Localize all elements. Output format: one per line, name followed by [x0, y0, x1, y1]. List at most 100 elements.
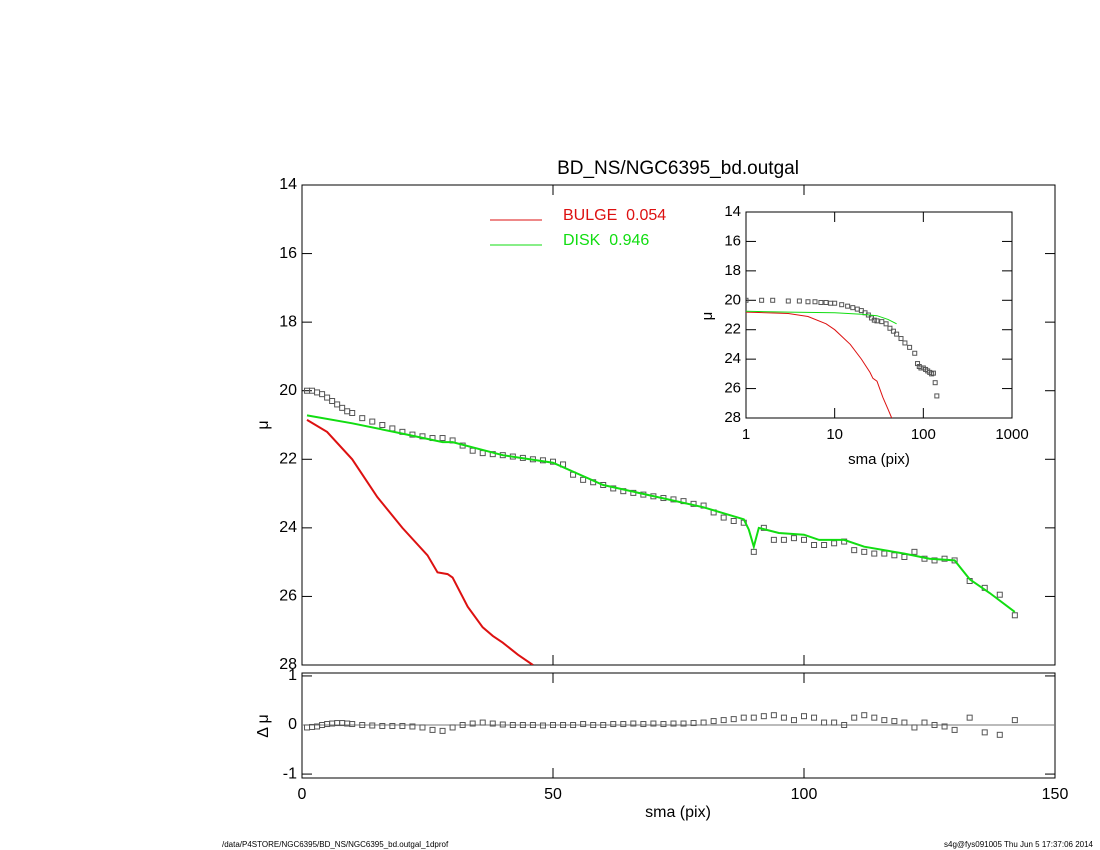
- data-point: [911, 724, 918, 731]
- data-point: [449, 724, 456, 731]
- data-point: [921, 719, 928, 726]
- plot-frame: [301, 184, 1056, 666]
- data-point: [796, 298, 802, 304]
- data-point: [389, 722, 396, 729]
- data-point: [379, 722, 386, 729]
- data-point: [529, 722, 536, 729]
- data-point: [879, 319, 885, 325]
- data-point: [580, 721, 587, 728]
- y-axis-label: μ: [255, 420, 272, 429]
- data-point: [359, 722, 366, 729]
- data-point: [901, 554, 908, 560]
- data-point: [861, 548, 868, 555]
- data-point: [479, 719, 486, 726]
- x-tick-label: 100: [911, 426, 936, 443]
- data-point: [902, 340, 908, 346]
- data-point: [996, 591, 1003, 598]
- data-point: [898, 336, 904, 342]
- data-point: [801, 713, 807, 720]
- y-tick-label: -1: [283, 765, 297, 782]
- data-point: [790, 535, 797, 542]
- data-point: [720, 514, 727, 521]
- x-axis-label: sma (pix): [645, 804, 711, 821]
- x-tick-label: 1000: [995, 426, 1028, 443]
- data-point: [770, 536, 777, 543]
- data-point: [730, 518, 737, 524]
- data-point: [901, 719, 908, 726]
- data-point: [660, 721, 667, 728]
- data-point: [1011, 717, 1018, 724]
- y-tick-label: 24: [279, 519, 297, 536]
- data-point: [770, 712, 777, 719]
- x-tick-label: 10: [826, 426, 843, 443]
- data-point: [499, 721, 506, 728]
- data-point: [429, 726, 436, 733]
- data-point: [489, 720, 496, 727]
- data-point: [439, 435, 446, 442]
- y-tick-label: 26: [724, 380, 741, 397]
- data-point: [580, 476, 587, 483]
- data-point: [931, 722, 938, 729]
- y-tick-label: 22: [724, 321, 741, 338]
- data-point: [841, 722, 848, 729]
- data-point: [349, 721, 356, 728]
- data-point: [832, 300, 838, 306]
- y-tick-label: 28: [279, 656, 297, 673]
- y-tick-label: 28: [724, 409, 741, 426]
- data-point: [811, 714, 818, 721]
- footer-path: /data/P4STORE/NGC6395/BD_NS/NGC6395_bd.o…: [222, 840, 449, 849]
- y-tick-label: 20: [279, 382, 297, 399]
- data-point: [828, 300, 834, 306]
- y-tick-label: 18: [279, 313, 297, 330]
- data-point: [740, 714, 747, 721]
- y-tick-label: 20: [724, 291, 741, 308]
- data-point: [785, 298, 791, 304]
- data-point: [590, 722, 597, 729]
- data-point: [560, 722, 567, 729]
- data-point: [932, 380, 938, 386]
- data-point: [399, 722, 406, 729]
- data-point: [805, 299, 811, 305]
- data-point: [821, 719, 828, 726]
- y-tick-label: 24: [724, 350, 741, 367]
- data-point: [570, 722, 577, 729]
- data-point: [600, 722, 607, 729]
- data-point: [459, 722, 466, 729]
- data-point: [871, 550, 878, 557]
- y-tick-label: 1: [288, 667, 297, 684]
- data-point: [818, 299, 824, 305]
- data-point: [871, 317, 877, 323]
- data-point: [419, 724, 426, 731]
- data-point: [1011, 612, 1018, 619]
- data-point: [823, 299, 829, 305]
- data-point: [710, 718, 717, 725]
- data-point: [334, 401, 341, 408]
- legend-label: BULGE 0.054: [563, 207, 666, 224]
- data-point: [951, 726, 958, 733]
- data-point: [620, 721, 627, 728]
- data-point: [680, 720, 687, 727]
- data-point: [780, 714, 787, 721]
- data-point: [750, 714, 757, 721]
- plot-area: [304, 712, 1018, 738]
- data-point: [780, 536, 787, 543]
- data-point: [720, 717, 727, 724]
- data-point: [941, 723, 948, 730]
- plot-area: [304, 387, 1018, 665]
- data-point: [854, 306, 860, 312]
- data-point: [324, 721, 331, 728]
- data-point: [640, 721, 647, 728]
- plot-area: [746, 297, 940, 418]
- data-point: [966, 714, 973, 721]
- data-point: [871, 714, 878, 721]
- data-point: [369, 418, 376, 425]
- data-point: [409, 723, 416, 730]
- data-point: [839, 302, 845, 308]
- data-point: [845, 303, 851, 309]
- data-point: [759, 297, 765, 303]
- data-point: [509, 722, 516, 729]
- data-point: [746, 297, 749, 303]
- data-point: [850, 305, 856, 311]
- data-point: [851, 714, 858, 721]
- data-point: [890, 328, 896, 334]
